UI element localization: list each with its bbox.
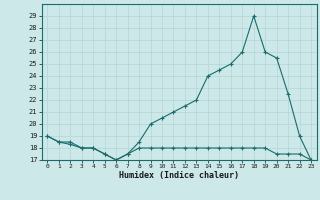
X-axis label: Humidex (Indice chaleur): Humidex (Indice chaleur) (119, 171, 239, 180)
